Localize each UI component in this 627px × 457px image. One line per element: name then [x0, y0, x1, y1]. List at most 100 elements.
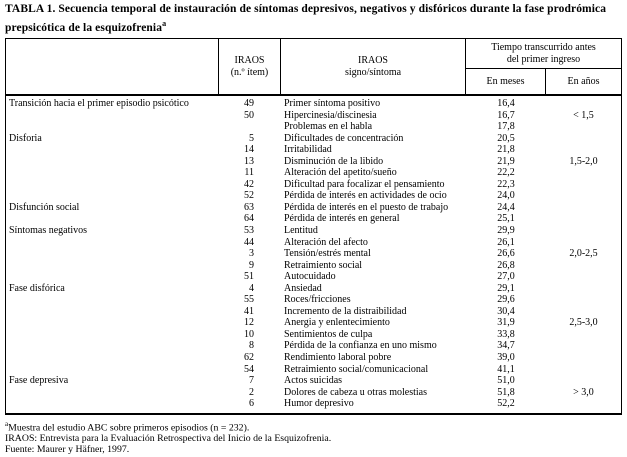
years-cell: [546, 260, 621, 272]
category-cell: [6, 167, 219, 179]
symptom-cell: Retraimiento social/comunicacional: [284, 363, 429, 375]
symptom-cell: Pérdida de interés en el puesto de traba…: [284, 201, 449, 213]
years-cell: [546, 306, 621, 318]
table-title-text: TABLA 1. Secuencia temporal de instaurac…: [5, 3, 607, 34]
table-row: 8 Pérdida de la confianza en uno mismo 34,…: [6, 340, 621, 352]
symptom-cell: Incremento de la distraibilidad: [284, 305, 407, 317]
table-row: 6 Humor depresivo 52,2: [6, 398, 621, 410]
table-row: 52 Pérdida de interés en actividades de o…: [6, 190, 621, 202]
symptom-cell: Autocuidado: [284, 271, 336, 283]
footnote-text-1: Muestra del estudio ABC sobre primeros e…: [8, 422, 250, 434]
years-cell: [546, 294, 621, 306]
category-cell: [6, 248, 219, 260]
item-number-cell: 7: [249, 375, 254, 387]
years-cell: 2,5-3,0: [569, 317, 598, 329]
symptom-cell: Tensión/estrés mental: [284, 248, 371, 260]
months-cell: 21,8: [497, 144, 515, 156]
item-number-cell: 11: [244, 167, 254, 179]
symptom-cell: Rendimiento laboral pobre: [284, 352, 392, 364]
years-cell: 2,0-2,5: [569, 248, 598, 260]
symptom-cell: Pérdida de la confianza en uno mismo: [284, 340, 437, 352]
category-cell: [6, 364, 219, 376]
symptom-cell: Irritabilidad: [284, 144, 332, 156]
category-cell: [6, 329, 219, 341]
years-cell: [546, 225, 621, 237]
item-number-cell: 52: [244, 190, 254, 202]
footnotes: aMuestra del estudio ABC sobre primeros …: [5, 419, 621, 455]
months-cell: 39,0: [497, 352, 515, 364]
table-row: 13 Disminución de la libido 21,9 1,5-2,0: [6, 156, 621, 168]
symptom-cell: Alteración del afecto: [284, 236, 368, 248]
category-cell: [6, 387, 219, 399]
category-cell: [6, 237, 219, 249]
item-number-cell: 10: [244, 328, 254, 340]
table-row: 2 Dolores de cabeza u otras molestias 51,8…: [6, 387, 621, 399]
table-body: Transición hacia el primer episodio psic…: [6, 96, 621, 413]
months-cell: 24,0: [497, 190, 515, 202]
footnote-line: aMuestra del estudio ABC sobre primeros …: [5, 419, 621, 433]
category-cell: [6, 398, 219, 410]
symptom-cell: Lentitud: [284, 225, 318, 237]
years-cell: < 1,5: [573, 109, 594, 121]
months-cell: 20,5: [497, 132, 515, 144]
months-cell: 52,2: [497, 398, 515, 410]
table-row: Disfunción social 63 Pérdida de interés en…: [6, 202, 621, 214]
table-row: Síntomas negativos 53 Lentitud 29,9: [6, 225, 621, 237]
table-row: Transición hacia el primer episodio psic…: [6, 98, 621, 110]
months-cell: 25,1: [497, 213, 515, 225]
header-item-line1: IRAOS: [234, 55, 265, 66]
item-number-cell: 42: [244, 178, 254, 190]
table-row: 55 Roces/fricciones 29,6: [6, 294, 621, 306]
footnote-line: IRAOS: Entrevista para la Evaluación Ret…: [5, 433, 621, 444]
years-cell: [546, 237, 621, 249]
header-months-column: En meses: [466, 69, 546, 94]
months-cell: 26,8: [497, 259, 515, 271]
table-row: 3 Tensión/estrés mental 26,6 2,0-2,5: [6, 248, 621, 260]
table-row: 50 Hipercinesia/discinesia 16,7 < 1,5: [6, 110, 621, 122]
years-cell: [546, 283, 621, 295]
item-number-cell: 3: [249, 248, 254, 260]
months-cell: 29,6: [497, 294, 515, 306]
category-cell: [6, 213, 219, 225]
header-time-subcolumns: En meses En años: [466, 69, 621, 94]
months-cell: 30,4: [497, 305, 515, 317]
header-symptom-line2: signo/síntoma: [344, 66, 402, 78]
months-cell: 16,4: [497, 98, 515, 109]
symptom-cell: Alteración del apetito/sueño: [284, 167, 397, 179]
months-cell: 33,8: [497, 328, 515, 340]
category-cell: Síntomas negativos: [9, 225, 88, 237]
years-cell: [546, 121, 621, 133]
item-number-cell: 14: [244, 144, 254, 156]
item-number-cell: 64: [244, 213, 254, 225]
item-number-cell: 13: [244, 155, 254, 167]
header-category-column: [6, 39, 219, 94]
months-cell: 26,1: [497, 236, 515, 248]
years-cell: > 3,0: [573, 386, 594, 398]
years-cell: [546, 271, 621, 283]
table-row: Disforia 5 Dificultades de concentración 20…: [6, 133, 621, 145]
table-row: 10 Sentimientos de culpa 33,8: [6, 329, 621, 341]
years-cell: 1,5-2,0: [569, 155, 598, 167]
table-row: 64 Pérdida de interés en general 25,1: [6, 213, 621, 225]
table-header: IRAOS (n.º ítem) IRAOS signo/síntoma Tie…: [6, 39, 621, 96]
header-years-column: En años: [567, 76, 600, 87]
months-cell: 27,0: [497, 271, 515, 283]
years-cell: [546, 167, 621, 179]
months-cell: 34,7: [497, 340, 515, 352]
item-number-cell: 6: [249, 398, 254, 410]
table-row: 9 Retraimiento social 26,8: [6, 260, 621, 272]
data-table: IRAOS (n.º ítem) IRAOS signo/síntoma Tie…: [5, 38, 622, 415]
table-row: Problemas en el habla 17,8: [6, 121, 621, 133]
table-row: Fase depresiva 7 Actos suicidas 51,0: [6, 375, 621, 387]
item-number-cell: 62: [244, 352, 254, 364]
symptom-cell: Pérdida de interés en actividades de oci…: [284, 190, 447, 202]
header-time-group-column: Tiempo transcurrido antes del primer ing…: [466, 39, 621, 94]
years-cell: [546, 375, 621, 387]
table-row: 12 Anergia y enlentecimiento 31,9 2,5-3,0: [6, 317, 621, 329]
symptom-cell: Ansiedad: [284, 282, 322, 294]
years-cell: [546, 329, 621, 341]
months-cell: 22,3: [497, 178, 515, 190]
category-cell: [6, 352, 219, 364]
item-number-cell: 55: [244, 294, 254, 306]
months-cell: 51,0: [497, 375, 515, 387]
